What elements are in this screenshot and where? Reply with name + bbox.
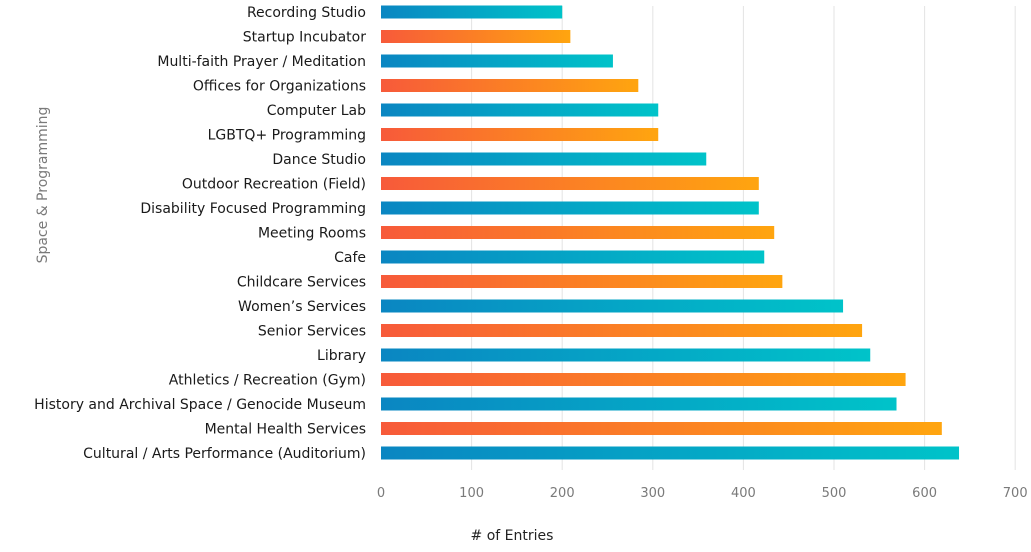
bar	[381, 348, 871, 362]
x-tick-label: 0	[377, 486, 385, 501]
bar	[381, 103, 659, 117]
bar	[381, 275, 783, 288]
bars	[381, 5, 960, 460]
bar	[381, 79, 639, 92]
category-label: Senior Services	[258, 324, 366, 340]
category-label: Library	[317, 348, 366, 364]
x-tick-label: 700	[1003, 486, 1028, 501]
bar	[381, 177, 759, 190]
x-tick-label: 400	[731, 486, 756, 501]
category-label: Women’s Services	[238, 299, 366, 315]
category-label: Childcare Services	[237, 275, 366, 291]
category-label: Cultural / Arts Performance (Auditorium)	[83, 446, 366, 462]
x-axis-title: # of Entries	[471, 528, 554, 544]
x-tick-label: 200	[550, 486, 575, 501]
bar	[381, 422, 942, 435]
category-label: Disability Focused Programming	[140, 201, 366, 217]
category-label: Outdoor Recreation (Field)	[182, 177, 366, 193]
bar	[381, 299, 844, 313]
category-label: History and Archival Space / Genocide Mu…	[34, 397, 366, 413]
bar	[381, 5, 563, 19]
x-tick-label: 300	[640, 486, 665, 501]
bar	[381, 54, 613, 68]
x-tick-labels: 0 100 200 300 400 500 600 700	[377, 486, 1028, 501]
category-labels: Recording Studio Startup Incubator Multi-f…	[34, 5, 366, 462]
bar	[381, 152, 707, 166]
bar	[381, 250, 765, 264]
bar	[381, 30, 571, 43]
bar	[381, 373, 906, 386]
x-tick-label: 500	[822, 486, 847, 501]
category-label: Cafe	[334, 250, 366, 266]
category-label: Meeting Rooms	[258, 226, 366, 242]
category-label: Startup Incubator	[243, 30, 367, 46]
category-label: Multi-faith Prayer / Meditation	[157, 54, 366, 70]
bar	[381, 226, 775, 239]
category-label: Mental Health Services	[205, 422, 366, 438]
bar	[381, 128, 659, 141]
bar	[381, 397, 897, 411]
x-tick-label: 600	[912, 486, 937, 501]
bar	[381, 201, 759, 215]
category-label: Dance Studio	[272, 152, 366, 168]
x-tick-label: 100	[459, 486, 484, 501]
category-label: Athletics / Recreation (Gym)	[169, 373, 366, 389]
category-label: Offices for Organizations	[193, 79, 366, 95]
bar	[381, 324, 863, 337]
bar	[381, 446, 960, 460]
category-label: Computer Lab	[267, 103, 366, 119]
category-label: Recording Studio	[247, 5, 366, 21]
category-label: LGBTQ+ Programming	[208, 128, 366, 144]
y-axis-title: Space & Programming	[35, 107, 51, 264]
